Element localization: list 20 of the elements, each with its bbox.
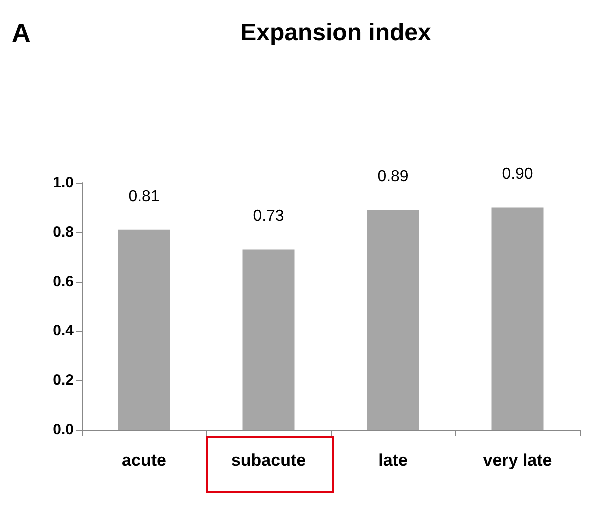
data-label: 0.89 bbox=[378, 168, 409, 186]
bar bbox=[118, 230, 170, 430]
y-tick-label: 0.8 bbox=[53, 224, 74, 241]
bar bbox=[367, 210, 420, 430]
y-tick-label: 0.4 bbox=[53, 322, 75, 340]
x-tick-label: late bbox=[378, 451, 408, 470]
data-label: 0.81 bbox=[128, 188, 160, 206]
text: A bbox=[12, 18, 31, 49]
data-label: 0.73 bbox=[253, 208, 284, 226]
bar bbox=[492, 208, 544, 430]
y-tick-label: 0.0 bbox=[53, 422, 74, 438]
x-tick-label: very late bbox=[483, 451, 552, 470]
data-label: 0.90 bbox=[502, 166, 534, 184]
x-tick-label: subacute bbox=[231, 451, 306, 470]
bar bbox=[242, 250, 295, 430]
y-tick-label: 1.0 bbox=[53, 174, 74, 192]
chart-title: Expansion index bbox=[240, 20, 432, 46]
y-tick-label: 0.2 bbox=[53, 372, 74, 390]
y-tick-label: 0.6 bbox=[53, 273, 74, 290]
x-tick-label: acute bbox=[122, 451, 166, 470]
